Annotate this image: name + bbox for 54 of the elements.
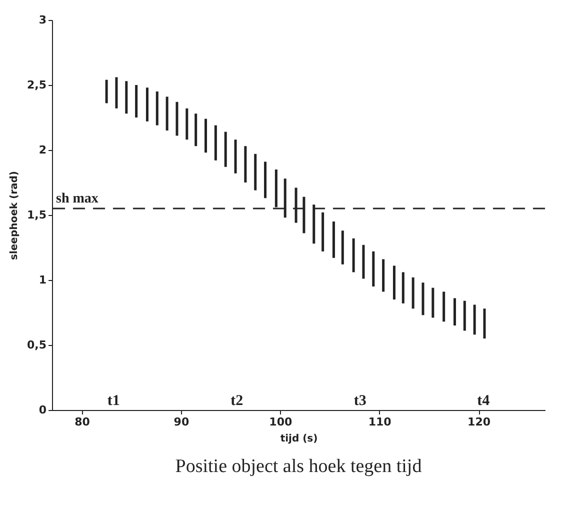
bar [186,108,188,140]
bar [432,288,434,318]
y-axis-title: sleephoek (rad) [9,171,20,260]
x-axis-title: tijd (s) [280,434,318,444]
y-tick-label: 3 [38,14,46,26]
bar [244,146,247,182]
y-tick-label: 1,5 [27,208,46,222]
bar [224,132,227,167]
bar [422,282,424,316]
x-tick-label: 110 [368,416,392,428]
bar [214,125,217,160]
annotation: t3 [354,393,366,409]
bar [442,292,446,322]
annotation: t1 [107,393,120,409]
y-tick-label: 0 [38,404,47,416]
bar [264,162,267,198]
x-tick-label: 80 [74,416,90,428]
bar [135,85,138,118]
bar [372,251,375,286]
bar [204,118,208,153]
bar [483,308,486,338]
bar [453,298,456,326]
y-tick-label: 2,5 [27,78,46,92]
bar [473,304,476,335]
bar [402,272,404,304]
bar [194,114,198,146]
bar [332,222,335,258]
y-tick-label: 0,5 [27,338,46,352]
annotation: t4 [477,393,490,409]
bar [125,81,128,114]
bar [166,96,168,130]
bar [156,92,158,126]
ref-line-label: sh max [56,192,98,206]
bar [382,259,385,292]
bar [341,230,344,264]
bar [254,154,257,190]
bar [176,102,178,136]
bar [412,277,414,309]
x-tick-label: 120 [468,416,491,428]
text: Positie object als hoek tegen tijd [175,456,422,477]
bar [463,300,466,331]
bar [362,244,365,279]
bar [105,80,108,104]
bar [322,212,324,252]
bar [352,238,355,272]
y-tick-label: 2 [38,144,46,156]
bar [146,88,148,122]
bar [115,77,118,108]
x-tick-label: 100 [269,416,292,428]
x-tick-label: 90 [174,416,190,428]
bar [234,140,237,174]
bar [392,266,396,300]
annotation: t2 [230,393,244,409]
y-tick-label: 1 [38,274,46,286]
